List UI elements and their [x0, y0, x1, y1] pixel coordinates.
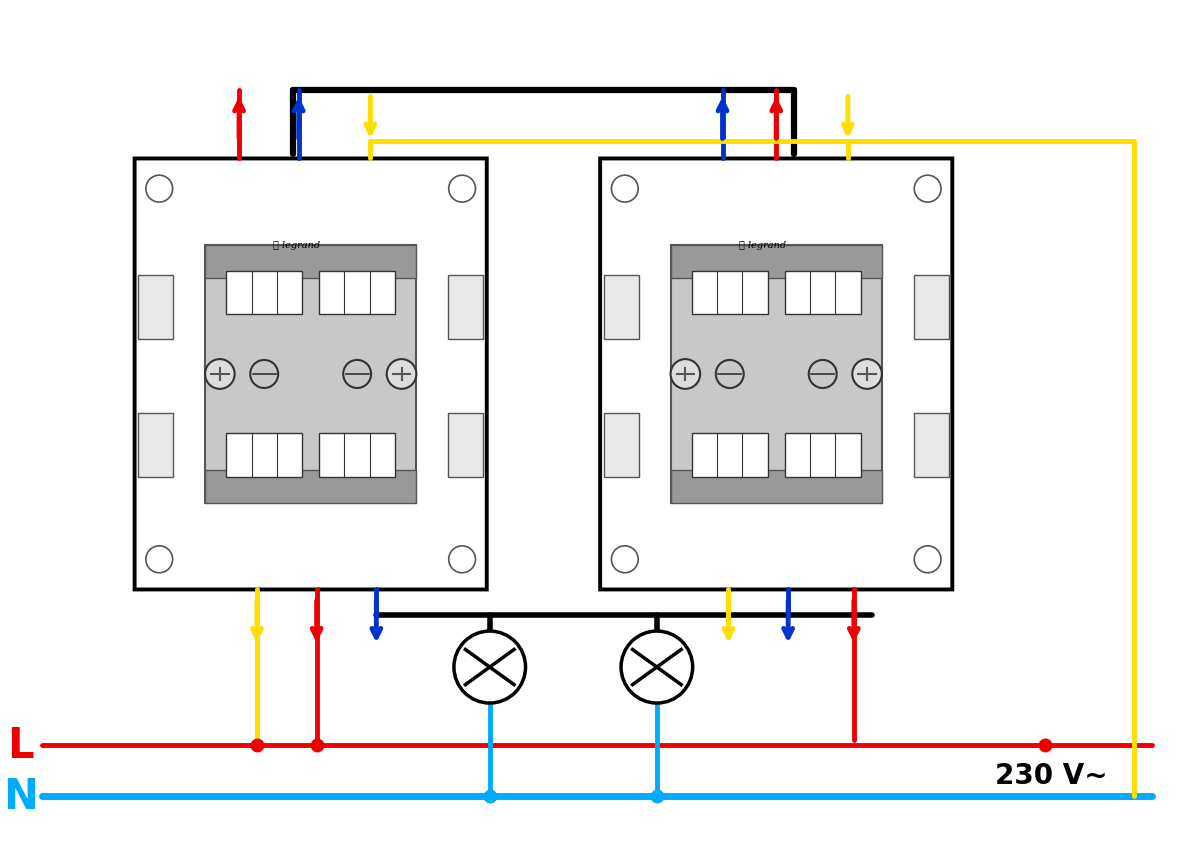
Circle shape	[386, 360, 416, 389]
Bar	[691, 434, 768, 478]
FancyBboxPatch shape	[134, 159, 487, 590]
Circle shape	[622, 631, 692, 703]
Bar	[913, 276, 949, 340]
Bar	[785, 271, 860, 315]
Bar	[205, 245, 416, 279]
Bar	[448, 413, 484, 478]
Bar	[448, 276, 484, 340]
Bar	[785, 434, 860, 478]
Text: ℓ legrand: ℓ legrand	[738, 241, 786, 250]
Bar	[604, 276, 638, 340]
Text: L: L	[7, 724, 34, 765]
Bar	[671, 245, 882, 504]
FancyBboxPatch shape	[600, 159, 953, 590]
Bar	[691, 271, 768, 315]
Circle shape	[852, 360, 882, 389]
Text: ℓ legrand: ℓ legrand	[274, 241, 320, 250]
Bar	[671, 245, 882, 279]
Bar	[205, 470, 416, 504]
Circle shape	[454, 631, 526, 703]
Bar	[913, 413, 949, 478]
Bar	[604, 413, 638, 478]
Bar	[205, 245, 416, 504]
Bar	[226, 271, 302, 315]
Text: 230 V∼: 230 V∼	[995, 761, 1108, 789]
Bar	[319, 271, 395, 315]
Bar	[671, 470, 882, 504]
Circle shape	[671, 360, 700, 389]
Bar	[319, 434, 395, 478]
Circle shape	[205, 360, 235, 389]
Bar	[226, 434, 302, 478]
Text: N: N	[4, 776, 38, 817]
Bar	[138, 276, 173, 340]
Bar	[138, 413, 173, 478]
